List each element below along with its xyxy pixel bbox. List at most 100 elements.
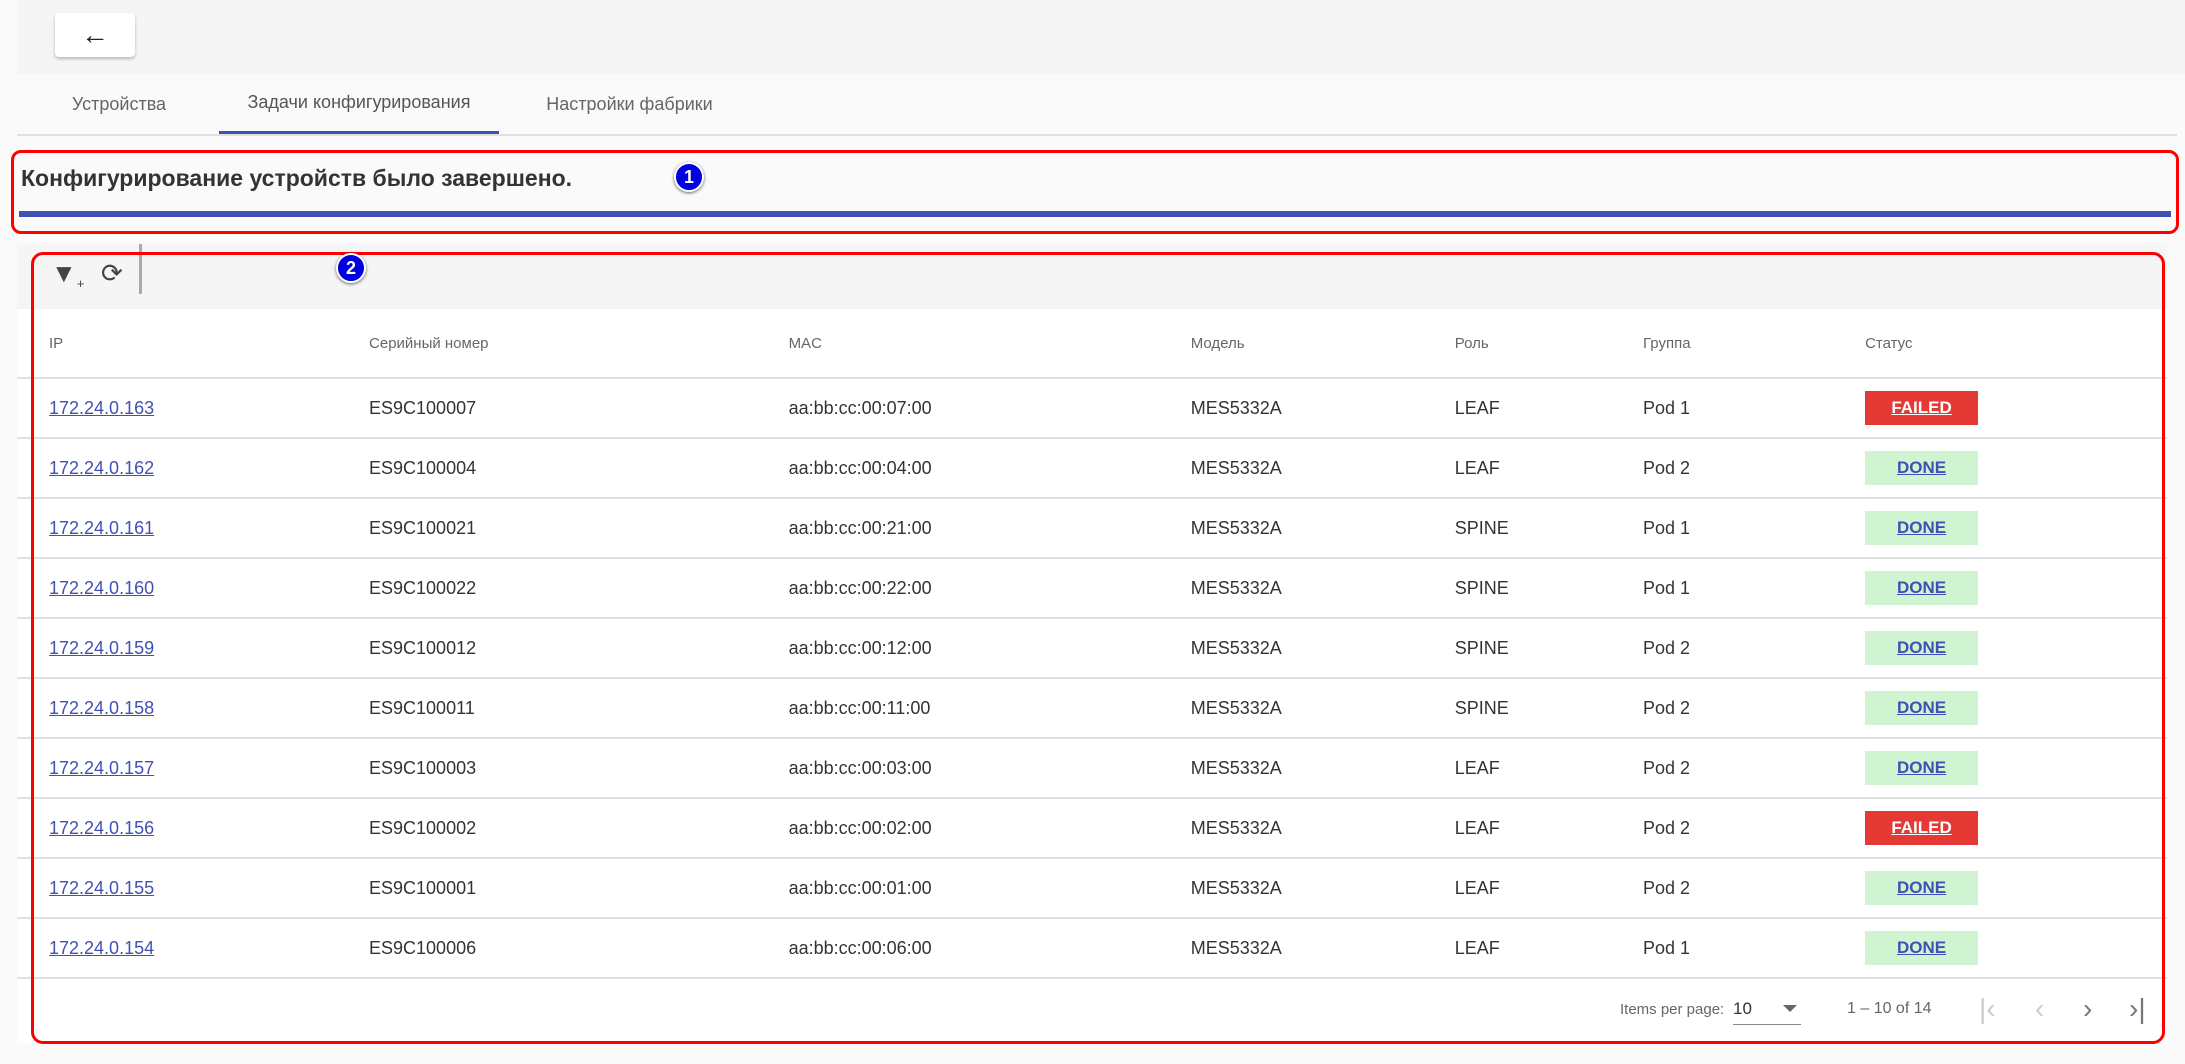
status-badge[interactable]: DONE — [1865, 931, 1979, 965]
ip-link[interactable]: 172.24.0.154 — [49, 937, 155, 958]
cell-role: LEAF — [1454, 738, 1644, 799]
table-row: 172.24.0.157 ES9C100003 aa:bb:cc:00:03:00 M… — [17, 738, 2167, 799]
ip-link[interactable]: 172.24.0.160 — [49, 577, 155, 598]
devices-table-panel: ▼+ ⟳ IP Серийный номер MAC Модель Роль Группа… — [17, 244, 2167, 1044]
cell-group: Pod 2 — [1643, 798, 1866, 859]
ip-link[interactable]: 172.24.0.161 — [49, 517, 155, 538]
status-badge[interactable]: DONE — [1865, 871, 1979, 905]
column-header[interactable]: Статус — [1865, 309, 2167, 379]
cell-group: Pod 2 — [1643, 618, 1866, 679]
tab-fabric-settings[interactable]: Настройки фабрики — [546, 93, 713, 114]
ip-link[interactable]: 172.24.0.163 — [49, 397, 155, 418]
page-size-select[interactable]: 10 — [1733, 999, 1801, 1025]
cell-group: Pod 2 — [1643, 858, 1866, 919]
table-row: 172.24.0.154 ES9C100006 aa:bb:cc:00:06:00 M… — [17, 918, 2167, 979]
column-header[interactable]: MAC — [788, 309, 1191, 379]
status-badge[interactable]: DONE — [1865, 691, 1979, 725]
table-row: 172.24.0.155 ES9C100001 aa:bb:cc:00:01:00 M… — [17, 858, 2167, 919]
cell-model: MES5332A — [1190, 498, 1455, 559]
tab-devices[interactable]: Устройства — [71, 93, 167, 114]
cell-ip: 172.24.0.155 — [17, 858, 370, 919]
column-header[interactable]: Роль — [1454, 309, 1644, 379]
cell-ip: 172.24.0.158 — [17, 678, 370, 739]
devices-table: IP Серийный номер MAC Модель Роль Группа Стату… — [17, 309, 2167, 979]
cell-role: LEAF — [1454, 438, 1644, 499]
last-page-button[interactable]: ›| — [2129, 993, 2146, 1024]
cell-serial: ES9C100003 — [369, 738, 789, 799]
cell-serial: ES9C100011 — [369, 678, 789, 739]
status-badge[interactable]: DONE — [1865, 571, 1979, 605]
cell-model: MES5332A — [1190, 798, 1455, 859]
table-row: 172.24.0.156 ES9C100002 aa:bb:cc:00:02:00 M… — [17, 798, 2167, 859]
table-row: 172.24.0.159 ES9C100012 aa:bb:cc:00:12:00 M… — [17, 618, 2167, 679]
cell-serial: ES9C100022 — [369, 558, 789, 619]
column-header[interactable]: IP — [17, 309, 370, 379]
cell-model: MES5332A — [1190, 738, 1455, 799]
range-label: 1 – 10 of 14 — [1847, 1000, 1932, 1017]
arrow-left-icon: ← — [81, 19, 109, 50]
cell-role: SPINE — [1454, 558, 1644, 619]
status-badge[interactable]: FAILED — [1865, 811, 1979, 845]
back-button[interactable]: ← — [55, 13, 135, 57]
cell-status: DONE — [1865, 498, 2167, 559]
cell-ip: 172.24.0.156 — [17, 798, 370, 859]
cell-status: FAILED — [1865, 378, 2167, 439]
first-page-button[interactable]: |‹ — [1979, 993, 1996, 1024]
cell-group: Pod 2 — [1643, 738, 1866, 799]
status-message: Конфигурирование устройств было завершен… — [21, 165, 573, 191]
cell-group: Pod 2 — [1643, 438, 1866, 499]
ip-link[interactable]: 172.24.0.155 — [49, 877, 155, 898]
status-badge[interactable]: FAILED — [1865, 391, 1979, 425]
cell-status: DONE — [1865, 918, 2167, 979]
status-badge[interactable]: DONE — [1865, 631, 1979, 665]
cell-ip: 172.24.0.163 — [17, 378, 370, 439]
cell-mac: aa:bb:cc:00:04:00 — [788, 438, 1191, 499]
cell-model: MES5332A — [1190, 618, 1455, 679]
tab-config-tasks[interactable]: Задачи конфигурирования — [219, 74, 499, 134]
cell-role: LEAF — [1454, 378, 1644, 439]
cell-mac: aa:bb:cc:00:01:00 — [788, 858, 1191, 919]
cell-mac: aa:bb:cc:00:11:00 — [788, 678, 1191, 739]
top-bar: ← — [17, 0, 2185, 74]
progress-bar — [19, 211, 2171, 217]
cell-mac: aa:bb:cc:00:12:00 — [788, 618, 1191, 679]
cell-status: DONE — [1865, 438, 2167, 499]
column-header[interactable]: Модель — [1190, 309, 1455, 379]
cell-ip: 172.24.0.161 — [17, 498, 370, 559]
column-header[interactable]: Серийный номер — [369, 309, 789, 379]
cell-model: MES5332A — [1190, 918, 1455, 979]
cell-role: LEAF — [1454, 798, 1644, 859]
cell-mac: aa:bb:cc:00:02:00 — [788, 798, 1191, 859]
ip-link[interactable]: 172.24.0.159 — [49, 637, 155, 658]
cell-serial: ES9C100002 — [369, 798, 789, 859]
status-badge[interactable]: DONE — [1865, 451, 1979, 485]
cell-group: Pod 1 — [1643, 918, 1866, 979]
table-row: 172.24.0.163 ES9C100007 aa:bb:cc:00:07:00 M… — [17, 378, 2167, 439]
cell-model: MES5332A — [1190, 438, 1455, 499]
cell-serial: ES9C100004 — [369, 438, 789, 499]
previous-page-button[interactable]: ‹ — [2035, 993, 2045, 1024]
cell-mac: aa:bb:cc:00:21:00 — [788, 498, 1191, 559]
next-page-button[interactable]: › — [2083, 993, 2093, 1024]
refresh-icon[interactable]: ⟳ — [101, 258, 123, 288]
status-badge[interactable]: DONE — [1865, 511, 1979, 545]
column-header[interactable]: Группа — [1643, 309, 1866, 379]
ip-link[interactable]: 172.24.0.162 — [49, 457, 155, 478]
page-size-value: 10 — [1733, 999, 1752, 1018]
cell-ip: 172.24.0.159 — [17, 618, 370, 679]
ip-link[interactable]: 172.24.0.157 — [49, 757, 155, 778]
cell-group: Pod 1 — [1643, 558, 1866, 619]
ip-link[interactable]: 172.24.0.156 — [49, 817, 155, 838]
cell-model: MES5332A — [1190, 558, 1455, 619]
table-row: 172.24.0.162 ES9C100004 aa:bb:cc:00:04:00 M… — [17, 438, 2167, 499]
cell-group: Pod 1 — [1643, 378, 1866, 439]
paginator: Items per page: 10 1 – 10 of 14 |‹ ‹ › ›… — [17, 979, 2167, 1044]
cell-status: DONE — [1865, 738, 2167, 799]
cell-group: Pod 2 — [1643, 678, 1866, 739]
cell-mac: aa:bb:cc:00:06:00 — [788, 918, 1191, 979]
status-badge[interactable]: DONE — [1865, 751, 1979, 785]
table-row: 172.24.0.161 ES9C100021 aa:bb:cc:00:21:00 M… — [17, 498, 2167, 559]
filter-add-icon[interactable]: ▼+ — [51, 258, 85, 292]
cell-serial: ES9C100007 — [369, 378, 789, 439]
ip-link[interactable]: 172.24.0.158 — [49, 697, 155, 718]
